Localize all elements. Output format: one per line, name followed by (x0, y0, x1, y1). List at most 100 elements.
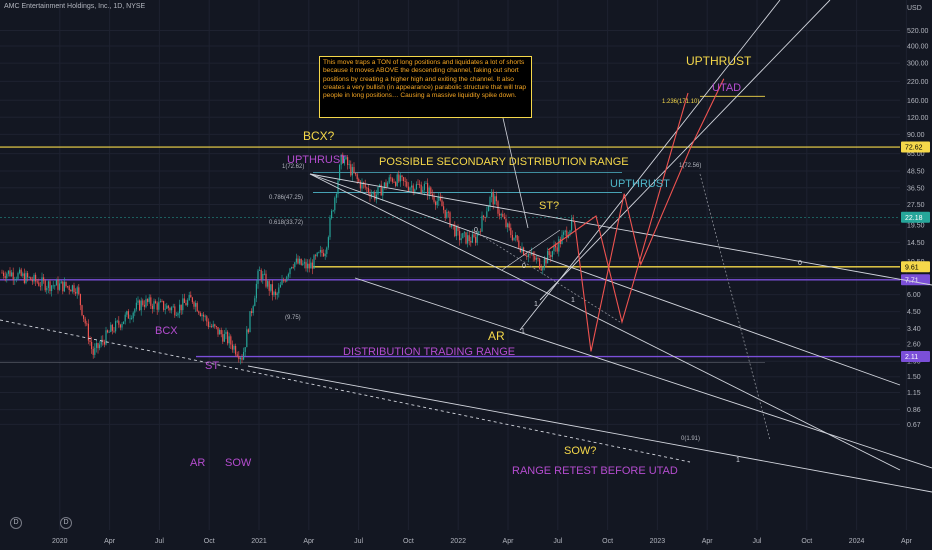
candle (116, 320, 118, 322)
candle (414, 189, 416, 193)
price-tick-label: 19.50 (907, 222, 925, 229)
candle (500, 213, 502, 216)
price-tick-label: 1.15 (907, 390, 921, 397)
candle (431, 194, 433, 197)
candle (515, 235, 517, 238)
candle (83, 315, 85, 319)
candle (473, 234, 475, 238)
candle (332, 210, 334, 212)
candle (363, 182, 365, 184)
candle (284, 280, 286, 282)
candle (489, 197, 491, 207)
time-tick-label: 2024 (849, 538, 865, 545)
candle (419, 184, 421, 186)
candle (231, 344, 233, 350)
candle (273, 291, 275, 296)
candle (71, 285, 73, 292)
candle (275, 291, 277, 296)
candle (398, 174, 400, 182)
candle (89, 340, 91, 342)
candle (383, 182, 385, 188)
candle (228, 336, 230, 344)
candle (487, 206, 489, 212)
candle (366, 187, 368, 189)
time-tick-label: 2020 (52, 538, 68, 545)
candle (367, 188, 369, 193)
candle (241, 357, 243, 360)
candle (547, 251, 549, 264)
candle (156, 303, 158, 310)
candle (428, 187, 430, 196)
trend-line (247, 365, 932, 493)
candle (171, 307, 173, 311)
candle (534, 256, 536, 260)
candle (511, 234, 513, 241)
candle (190, 295, 192, 298)
candle (436, 200, 438, 206)
candle (430, 187, 432, 195)
candle (12, 272, 14, 280)
fib-level-label: (9.75) (285, 315, 301, 321)
candle (297, 258, 299, 264)
upthrust-label: UPTHRUST (686, 54, 752, 68)
tv-logo-icon[interactable]: D (10, 517, 22, 529)
candle (353, 167, 355, 173)
candle (19, 269, 21, 274)
candle (374, 192, 376, 200)
candle (548, 251, 550, 256)
candle (329, 218, 331, 238)
candle (543, 258, 545, 268)
candle (127, 311, 129, 319)
candle (135, 302, 137, 310)
price-tick-label: 120.00 (907, 115, 929, 122)
candle (382, 187, 384, 196)
candle (257, 270, 259, 284)
candle (132, 312, 134, 319)
price-tick-label: 6.00 (907, 292, 921, 299)
secondary-range-label: POSSIBLE SECONDARY DISTRIBUTION RANGE (379, 156, 629, 168)
candle (422, 189, 424, 193)
candle (526, 255, 528, 258)
candle (182, 298, 184, 311)
candle (513, 237, 515, 241)
candle (364, 183, 366, 188)
tv-logo-icon[interactable]: D (60, 517, 72, 529)
candle (377, 186, 379, 195)
candle (334, 197, 336, 211)
price-tag-label: 7.71 (905, 277, 919, 284)
candle (214, 324, 216, 327)
candle (313, 255, 315, 269)
candle (372, 192, 374, 194)
candle (499, 213, 501, 216)
candle (457, 226, 459, 231)
candle (188, 295, 190, 301)
candle (73, 285, 75, 293)
candle (406, 181, 408, 187)
candle (204, 316, 206, 318)
utad-label: UTAD (712, 82, 742, 94)
candle (121, 323, 123, 328)
candle (268, 281, 270, 291)
candle (164, 308, 166, 310)
price-tag (901, 211, 930, 223)
fib-level-label: 1(72.56) (679, 163, 702, 169)
candle (46, 287, 48, 291)
candle (347, 157, 349, 166)
candle (484, 217, 486, 218)
candle (316, 252, 318, 257)
candle (255, 283, 257, 299)
candle (139, 300, 141, 311)
candle (179, 304, 181, 314)
candle (94, 347, 96, 355)
candle (54, 285, 56, 287)
channel-mark: 0 (522, 263, 526, 270)
candle (131, 318, 133, 320)
candle (567, 235, 569, 238)
price-tick-label: 36.50 (907, 185, 925, 192)
channel-mark: 1 (571, 297, 575, 304)
candle (227, 331, 229, 344)
candle (252, 306, 254, 313)
candle (86, 323, 88, 325)
candle (449, 212, 451, 227)
